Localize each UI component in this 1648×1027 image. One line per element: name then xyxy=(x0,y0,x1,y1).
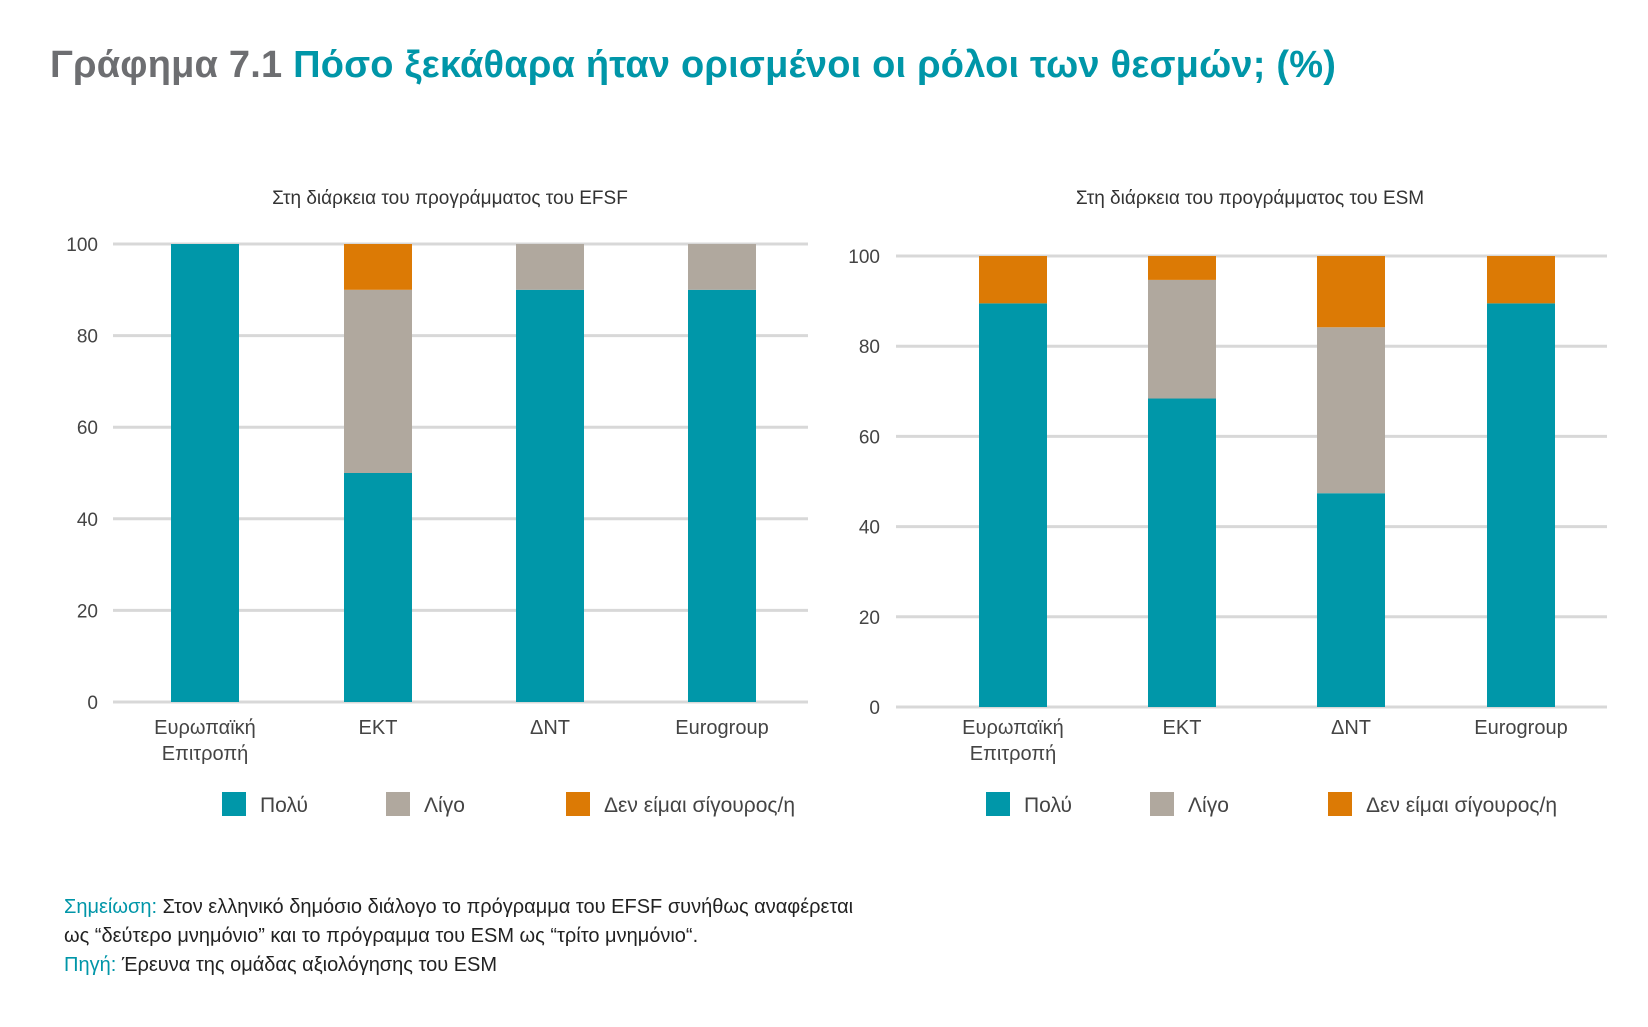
chart1-bar-εκτ-πολύ xyxy=(344,473,412,702)
chart1-ytick-40: 40 xyxy=(77,510,98,531)
chart2-ytick-0: 0 xyxy=(869,698,880,719)
chart1-legend-label-λίγο: Λίγο xyxy=(424,794,465,817)
chart1-bar-δντ-λίγο xyxy=(516,244,584,290)
chart1-legend-swatch-πολύ xyxy=(222,792,246,816)
chart1-bar-ευρωπαϊκή-επιτροπή-πολύ xyxy=(171,244,239,702)
chart1-bar-δντ-πολύ xyxy=(516,289,584,702)
note-label: Σημείωση: xyxy=(64,896,158,918)
chart2-bar-eurogroup-πολύ xyxy=(1487,303,1555,707)
chart1-legend-swatch-λίγο xyxy=(386,792,410,816)
chart1-bar-εκτ-λίγο xyxy=(344,289,412,473)
figure-title: Γράφημα 7.1 Πόσο ξεκάθαρα ήταν ορισμένοι… xyxy=(50,44,1336,87)
note-line-1: Σημείωση: Στον ελληνικό δημόσιο διάλογο … xyxy=(64,893,853,922)
chart2-bar-δντ-λίγο xyxy=(1317,327,1385,494)
chart2-bar-δντ-πολύ xyxy=(1317,493,1385,707)
chart1-bar-εκτ-δεν-είμαι-σίγουρος-η xyxy=(344,244,412,290)
chart2-legend-swatch-λίγο xyxy=(1150,792,1174,816)
chart2-ytick-100: 100 xyxy=(848,247,880,268)
chart2-xtick-δντ: ΔΝΤ xyxy=(1331,717,1371,739)
chart2-bar-δντ-δεν-είμαι-σίγουρος-η xyxy=(1317,256,1385,328)
chart2-ytick-20: 20 xyxy=(859,608,880,629)
chart2-bar-εκτ-πολύ xyxy=(1148,398,1216,707)
chart1-legend-swatch-δεν-είμαι-σίγουρος-η xyxy=(566,792,590,816)
chart1-legend-label-δεν-είμαι-σίγουρος-η: Δεν είμαι σίγουρος/η xyxy=(604,794,795,817)
chart1-ytick-100: 100 xyxy=(66,235,98,256)
note-line-2: ως “δεύτερο μνημόνιο” και το πρόγραμμα τ… xyxy=(64,922,853,951)
chart1-xtick-δντ: ΔΝΤ xyxy=(530,717,570,739)
source-text: Έρευνα της ομάδας αξιολόγησης του ESM xyxy=(121,954,498,976)
chart2-legend-swatch-πολύ xyxy=(986,792,1010,816)
notes-block: Σημείωση: Στον ελληνικό δημόσιο διάλογο … xyxy=(64,893,853,980)
charts-canvas: Στη διάρκεια του προγράμματος του EFSF 0 2… xyxy=(66,188,1607,817)
chart2-legend-label-δεν-είμαι-σίγουρος-η: Δεν είμαι σίγουρος/η xyxy=(1366,794,1557,817)
chart1-legend-label-πολύ: Πολύ xyxy=(260,794,308,817)
source-line: Πηγή: Έρευνα της ομάδας αξιολόγησης του … xyxy=(64,951,853,980)
figure-title-text: Πόσο ξεκάθαρα ήταν ορισμένοι οι ρόλοι τω… xyxy=(293,44,1337,86)
chart1-title: Στη διάρκεια του προγράμματος του EFSF xyxy=(272,188,628,209)
chart2-bar-ευρωπαϊκή-επιτροπή-πολύ xyxy=(979,303,1047,707)
chart2-ytick-60: 60 xyxy=(859,427,880,448)
chart2-bar-eurogroup-δεν-είμαι-σίγουρος-η xyxy=(1487,256,1555,304)
chart2-bar-εκτ-λίγο xyxy=(1148,279,1216,399)
chart1-bar-eurogroup-λίγο xyxy=(688,244,756,290)
chart2-xtick-εκτ: ΕΚΤ xyxy=(1163,717,1202,739)
chart1-ytick-0: 0 xyxy=(87,693,98,714)
figure-number: Γράφημα 7.1 xyxy=(50,44,283,86)
chart2-legend-label-λίγο: Λίγο xyxy=(1188,794,1229,817)
chart2-title: Στη διάρκεια του προγράμματος του ESM xyxy=(1076,188,1424,209)
chart2-xtick-ευρωπαϊκή-επιτροπή: Ευρωπαϊκή Επιτροπή xyxy=(962,717,1064,765)
chart2-ytick-80: 80 xyxy=(859,337,880,358)
note-text-1: Στον ελληνικό δημόσιο διάλογο το πρόγραμ… xyxy=(162,896,854,918)
source-label: Πηγή: xyxy=(64,954,117,976)
chart2-legend-label-πολύ: Πολύ xyxy=(1024,794,1072,817)
chart2-bar-ευρωπαϊκή-επιτροπή-δεν-είμαι-σίγουρος-η xyxy=(979,256,1047,304)
chart1-ytick-80: 80 xyxy=(77,327,98,348)
chart1-bar-eurogroup-πολύ xyxy=(688,289,756,702)
chart1-ytick-20: 20 xyxy=(77,601,98,622)
chart2-legend-swatch-δεν-είμαι-σίγουρος-η xyxy=(1328,792,1352,816)
chart1-xtick-εκτ: ΕΚΤ xyxy=(359,717,398,739)
chart1-xtick-ευρωπαϊκή-επιτροπή: Ευρωπαϊκή Επιτροπή xyxy=(154,717,256,765)
chart1-ytick-60: 60 xyxy=(77,418,98,439)
chart2-bar-εκτ-δεν-είμαι-σίγουρος-η xyxy=(1148,256,1216,280)
chart2-ytick-40: 40 xyxy=(859,518,880,539)
chart2-xtick-eurogroup: Eurogroup xyxy=(1474,717,1567,739)
chart1-xtick-eurogroup: Eurogroup xyxy=(675,717,768,739)
note-text-2: ως “δεύτερο μνημόνιο” και το πρόγραμμα τ… xyxy=(64,925,699,947)
